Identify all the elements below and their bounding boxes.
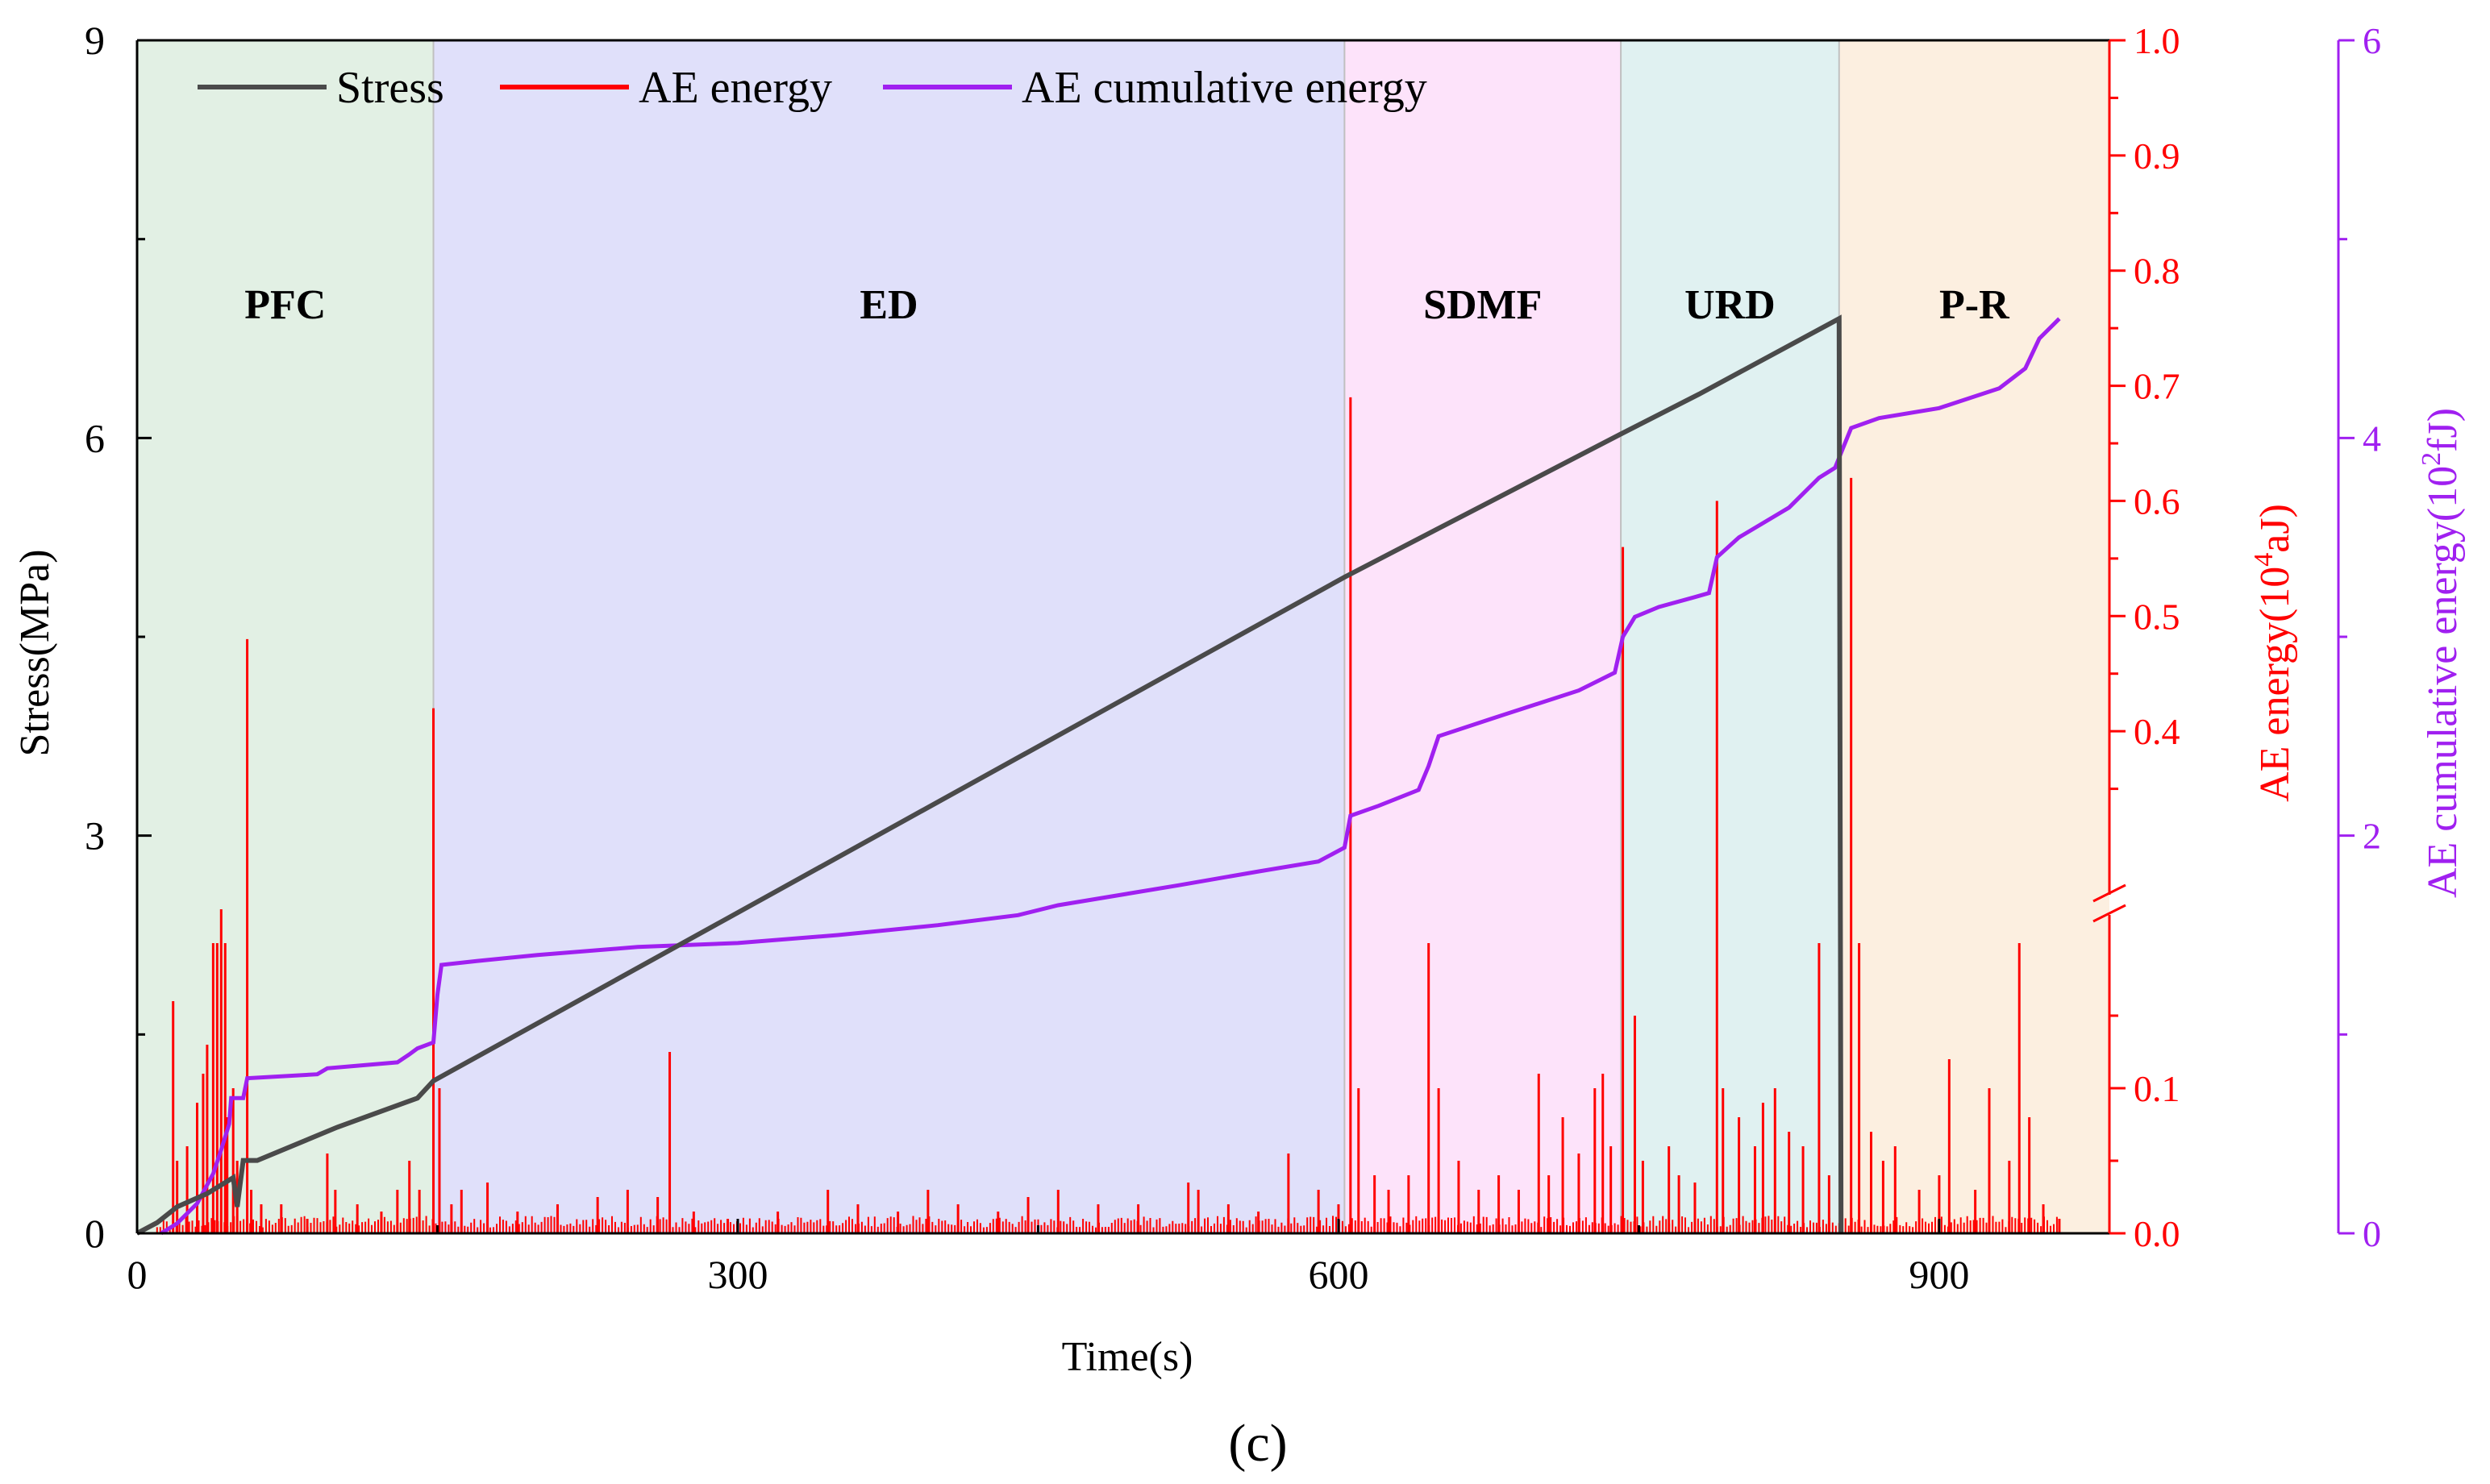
stress-line [135,314,1844,1236]
x-tick-label: 900 [1909,1252,1969,1297]
x-tick-label: 600 [1308,1252,1368,1297]
y-right-tick-label: 0.7 [2134,366,2180,407]
y-right-tick-label: 0.0 [2134,1213,2180,1254]
legend-label: AE cumulative energy [1022,63,1427,113]
region-sdmf [1344,40,1622,1233]
y-right2-tick-label: 6 [2363,20,2381,61]
y-right-axis-break-mark [2092,883,2126,903]
legend: Stress AE energy AE cumulative energy [198,63,1427,113]
region-pfc [137,40,434,1233]
y-left-tick-label: 3 [85,813,105,858]
axes [135,39,2355,1235]
y-right-tick-label: 0.9 [2134,135,2180,177]
ae-cumulative-energy-line [160,317,2061,1236]
region-pr [1838,40,2109,1233]
y-right-tick-label: 1.0 [2134,20,2180,61]
y-right-tick-label: 0.4 [2134,711,2180,752]
y-right-title-main: AE energy(10 [2252,567,2298,802]
y-right2-title-end: fJ) [2420,408,2466,452]
y-right2-axis-title: AE cumulative energy(102fJ) [2417,408,2466,898]
x-tick-label: 300 [707,1252,768,1297]
figure-caption: (c) [1228,1414,1287,1473]
region-label-sdmf: SDMF [1423,282,1542,328]
line-series [135,314,2061,1236]
ae-energy-series [156,397,2061,1233]
region-label-pr: P-R [1939,282,2010,328]
y-right-tick-label: 0.1 [2134,1068,2180,1109]
y-right-axis-title: AE energy(104aJ) [2249,504,2298,802]
region-label-pfc: PFC [244,282,326,328]
y-right-tick-label: 0.8 [2134,251,2180,292]
y-right2-title-main: AE cumulative energy(10 [2420,466,2466,898]
legend-label: AE energy [639,63,832,113]
y-left-axis-title: Stress(MPa) [12,549,58,756]
stage-regions: PFC ED SDMF URD P-R [137,40,2109,1233]
y-right2-tick-label: 4 [2363,418,2381,459]
x-axis-title: Time(s) [1062,1334,1193,1380]
y-left-tick-label: 6 [85,415,105,460]
y-right-title-end: aJ) [2252,504,2298,553]
region-ed [433,40,1345,1233]
y-left-tick-label: 9 [85,18,105,63]
legend-label: Stress [336,63,444,113]
y-left-tick-label: 0 [85,1211,105,1256]
region-urd [1621,40,1839,1233]
y-right-title-sup: 4 [2249,553,2279,567]
region-label-ed: ED [860,282,918,328]
y-right2-tick-label: 2 [2363,816,2381,857]
ae-energy-noise [156,1216,2058,1233]
y-right2-tick-label: 0 [2363,1213,2381,1254]
tick-labels: 0 300 600 900 0 3 6 9 0.0 0.1 0.4 0.5 0.6 0.7 0.8 0.9 1.… [85,18,2381,1297]
y-right-tick-label: 0.6 [2134,480,2180,522]
y-right-tick-label: 0.5 [2134,596,2180,637]
x-tick-label: 0 [127,1252,148,1297]
y-right2-title-sup: 2 [2417,452,2446,466]
y-right-axis-break-mark [2092,904,2126,923]
region-label-urd: URD [1684,282,1776,328]
